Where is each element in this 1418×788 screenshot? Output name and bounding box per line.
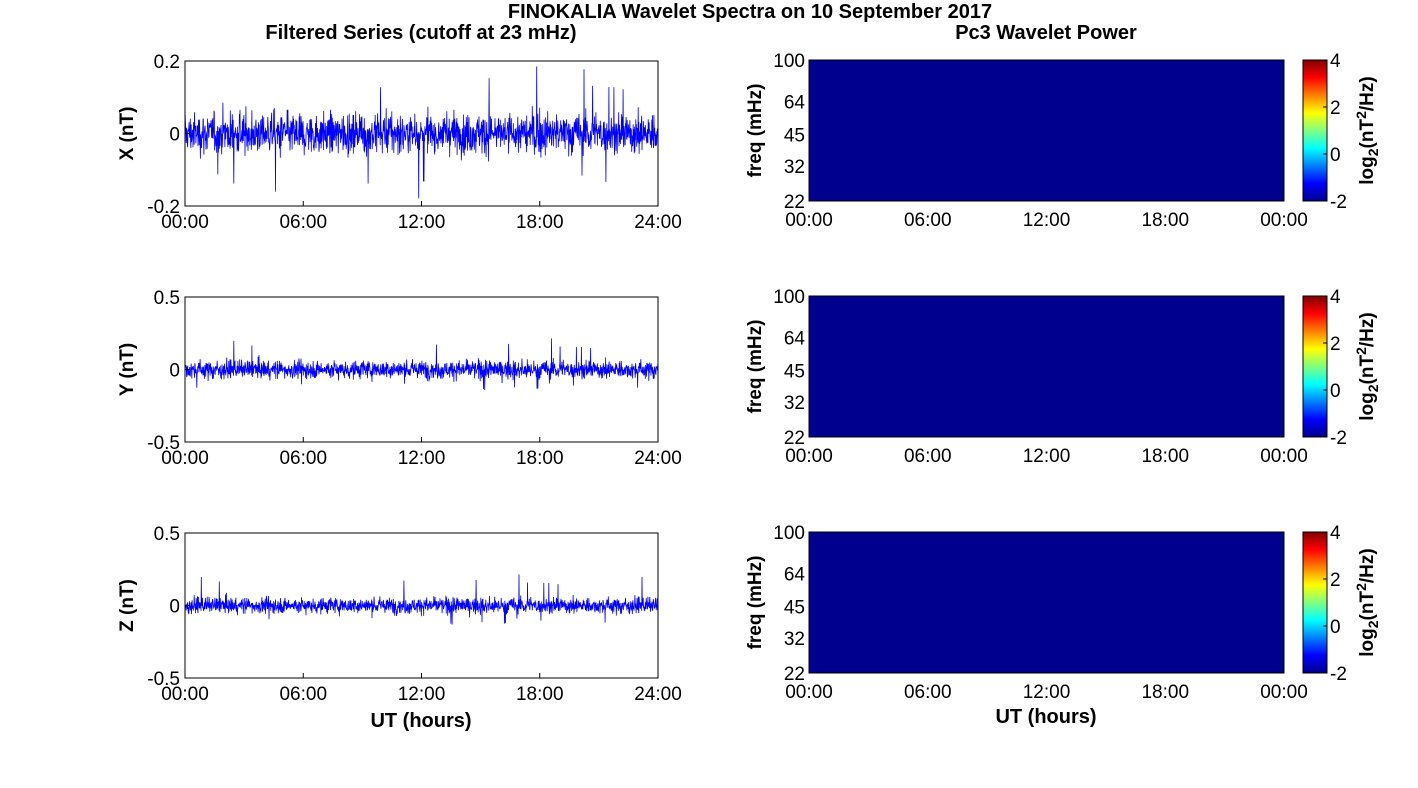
wavelet-power-field bbox=[808, 295, 1285, 438]
y-tick-label: 0.2 bbox=[154, 52, 180, 73]
x-tick-label: 18:00 bbox=[516, 212, 564, 233]
y-tick-label: 100 bbox=[773, 523, 805, 544]
series-panel-x: 0.2 0 -0.200:00 06:00 12:00 18:00 24:00 X (nT) bbox=[117, 52, 682, 233]
wavelet-power-field bbox=[808, 59, 1285, 202]
x-tick-label: 18:00 bbox=[516, 448, 564, 469]
x-tick-label: 18:00 bbox=[516, 684, 564, 705]
y-tick-label: 32 bbox=[784, 157, 805, 178]
x-tick-label: 12:00 bbox=[1023, 682, 1071, 703]
colorbar-tick-label: 0 bbox=[1330, 145, 1341, 166]
y-tick-label: 45 bbox=[784, 361, 805, 382]
y-tick-label: 100 bbox=[773, 287, 805, 308]
series-line-x bbox=[184, 66, 659, 199]
left-column-title: Filtered Series (cutoff at 23 mHz) bbox=[265, 22, 576, 44]
x-tick-label: 06:00 bbox=[279, 212, 327, 233]
colorbar-tick-label: 2 bbox=[1330, 334, 1341, 355]
colorbar bbox=[1302, 295, 1328, 438]
series-line-z bbox=[184, 574, 659, 625]
x-tick-label: 06:00 bbox=[904, 210, 952, 231]
x-tick-label: 00:00 bbox=[785, 446, 833, 467]
x-tick-label: 12:00 bbox=[398, 684, 446, 705]
colorbar-tick-label: -2 bbox=[1330, 664, 1347, 685]
colorbar-tick-label: 4 bbox=[1330, 51, 1341, 72]
x-tick-label: 00:00 bbox=[1260, 682, 1308, 703]
y-tick-label: 22 bbox=[784, 664, 805, 685]
colorbar-label: log2(nT2/Hz) bbox=[1353, 548, 1381, 656]
y-tick-label: 100 bbox=[773, 51, 805, 72]
x-tick-label: 00:00 bbox=[1260, 210, 1308, 231]
x-tick-label: 00:00 bbox=[785, 682, 833, 703]
colorbar-label: log2(nT2/Hz) bbox=[1353, 312, 1381, 420]
x-tick-label: 00:00 bbox=[1260, 446, 1308, 467]
y-tick-label: 0.5 bbox=[154, 288, 180, 309]
colorbar-label: log2(nT2/Hz) bbox=[1353, 76, 1381, 184]
x-tick-label: 00:00 bbox=[785, 210, 833, 231]
y-tick-label: 32 bbox=[784, 393, 805, 414]
colorbar-tick-label: -2 bbox=[1330, 192, 1347, 213]
x-tick-label: 18:00 bbox=[1141, 682, 1189, 703]
right-column-title: Pc3 Wavelet Power bbox=[955, 22, 1137, 44]
x-tick-label: 12:00 bbox=[398, 212, 446, 233]
figure-title: FINOKALIA Wavelet Spectra on 10 Septembe… bbox=[508, 1, 992, 23]
y-tick-label: 32 bbox=[784, 629, 805, 650]
colorbar-tick-label: 0 bbox=[1330, 617, 1341, 638]
x-tick-label: 24:00 bbox=[634, 212, 682, 233]
x-tick-label: 18:00 bbox=[1141, 446, 1189, 467]
right-xlabel: UT (hours) bbox=[995, 706, 1096, 728]
y-axis-label: Y (nT) bbox=[117, 343, 138, 396]
x-tick-label: 06:00 bbox=[279, 448, 327, 469]
y-tick-label: 64 bbox=[784, 565, 806, 586]
x-tick-label: 24:00 bbox=[634, 684, 682, 705]
colorbar-tick-label: 0 bbox=[1330, 381, 1341, 402]
wavelet-power-field bbox=[808, 531, 1285, 674]
x-tick-label: 00:00 bbox=[161, 684, 209, 705]
colorbar-tick-label: 2 bbox=[1330, 570, 1341, 591]
y-tick-label: 64 bbox=[784, 329, 806, 350]
x-tick-label: 18:00 bbox=[1141, 210, 1189, 231]
y-axis-label: freq (mHz) bbox=[745, 556, 766, 650]
x-tick-label: 06:00 bbox=[279, 684, 327, 705]
y-tick-label: 45 bbox=[784, 125, 805, 146]
y-tick-label: 0 bbox=[169, 361, 180, 382]
y-axis-label: freq (mHz) bbox=[745, 84, 766, 178]
y-tick-label: 0 bbox=[169, 125, 180, 146]
x-tick-label: 12:00 bbox=[1023, 446, 1071, 467]
y-axis-label: X (nT) bbox=[117, 107, 138, 161]
y-tick-label: 22 bbox=[784, 428, 805, 449]
colorbar-tick-label: 4 bbox=[1330, 287, 1341, 308]
series-panel-z: 0.5 0 -0.500:00 06:00 12:00 18:00 24:00 Z (nT) bbox=[117, 524, 682, 705]
x-tick-label: 06:00 bbox=[904, 446, 952, 467]
series-panel-y: 0.5 0 -0.500:00 06:00 12:00 18:00 24:00 Y (nT) bbox=[117, 288, 682, 469]
y-tick-label: -0.5 bbox=[147, 433, 180, 454]
x-tick-label: 12:00 bbox=[398, 448, 446, 469]
y-tick-label: 64 bbox=[784, 93, 806, 114]
x-tick-label: 00:00 bbox=[161, 212, 209, 233]
y-axis-label: freq (mHz) bbox=[745, 320, 766, 414]
y-tick-label: -0.2 bbox=[147, 197, 180, 218]
colorbar-tick-label: -2 bbox=[1330, 428, 1347, 449]
colorbar-tick-label: 4 bbox=[1330, 523, 1341, 544]
y-axis-label: Z (nT) bbox=[117, 579, 138, 632]
x-tick-label: 00:00 bbox=[161, 448, 209, 469]
x-tick-label: 06:00 bbox=[904, 682, 952, 703]
left-xlabel: UT (hours) bbox=[370, 710, 471, 732]
y-tick-label: 45 bbox=[784, 597, 805, 618]
colorbar bbox=[1302, 59, 1328, 202]
colorbar bbox=[1302, 531, 1328, 674]
x-tick-label: 24:00 bbox=[634, 448, 682, 469]
colorbar-tick-label: 2 bbox=[1330, 98, 1341, 119]
x-tick-label: 12:00 bbox=[1023, 210, 1071, 231]
y-tick-label: -0.5 bbox=[147, 669, 180, 690]
y-tick-label: 0 bbox=[169, 597, 180, 618]
series-line-y bbox=[184, 338, 659, 391]
y-tick-label: 0.5 bbox=[154, 524, 180, 545]
y-tick-label: 22 bbox=[784, 192, 805, 213]
